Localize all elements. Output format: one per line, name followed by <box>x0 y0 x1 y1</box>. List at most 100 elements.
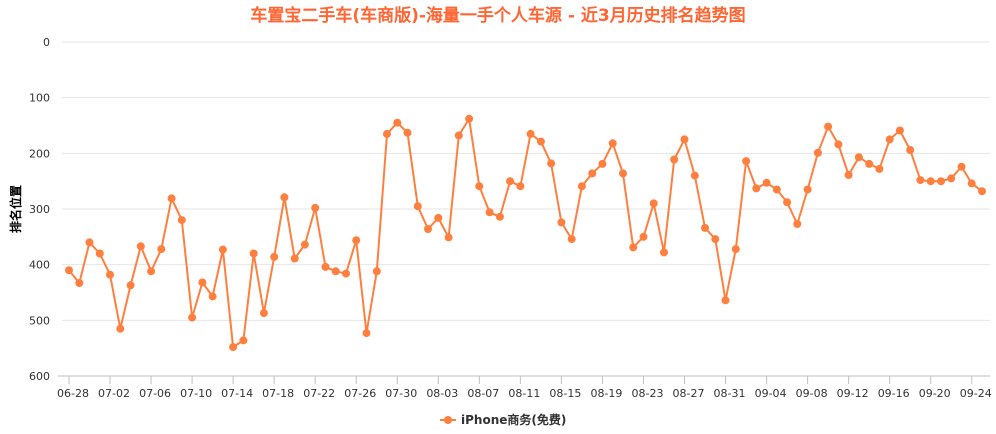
x-tick-label: 07-10 <box>180 387 212 400</box>
x-tick-label: 08-27 <box>673 387 705 400</box>
data-point[interactable] <box>157 245 166 254</box>
data-point[interactable] <box>649 199 658 208</box>
data-point[interactable] <box>619 169 627 178</box>
data-point[interactable] <box>465 114 474 123</box>
data-point[interactable] <box>629 243 638 252</box>
data-point[interactable] <box>772 185 781 194</box>
data-point[interactable] <box>721 296 730 305</box>
data-point[interactable] <box>383 129 391 138</box>
data-point[interactable] <box>249 249 258 258</box>
data-point[interactable] <box>567 235 576 244</box>
data-point[interactable] <box>106 270 114 279</box>
data-point[interactable] <box>239 336 248 345</box>
data-point[interactable] <box>495 212 504 221</box>
data-point[interactable] <box>577 182 586 191</box>
data-point[interactable] <box>557 218 566 227</box>
data-point[interactable] <box>865 159 874 168</box>
data-point[interactable] <box>660 248 668 257</box>
data-point[interactable] <box>475 182 484 191</box>
data-point[interactable] <box>516 182 525 191</box>
x-tick-label: 06-28 <box>57 387 89 400</box>
data-point[interactable] <box>444 233 453 242</box>
data-point[interactable] <box>177 216 186 225</box>
legend[interactable]: iPhone商务(免费) <box>440 412 566 427</box>
data-point[interactable] <box>136 242 145 251</box>
data-point[interactable] <box>290 254 299 263</box>
data-point[interactable] <box>670 155 679 164</box>
data-point[interactable] <box>680 135 689 144</box>
data-point[interactable] <box>372 267 381 276</box>
data-point[interactable] <box>218 245 227 254</box>
y-tick-label: 200 <box>29 147 50 160</box>
data-point[interactable] <box>906 146 915 154</box>
data-point[interactable] <box>342 269 350 278</box>
x-tick-label: 08-15 <box>549 387 581 400</box>
data-point[interactable] <box>885 135 894 144</box>
data-point[interactable] <box>639 232 648 241</box>
data-point[interactable] <box>126 281 135 290</box>
legend-marker-icon <box>444 416 452 424</box>
data-point[interactable] <box>895 126 904 135</box>
data-point[interactable] <box>116 324 125 333</box>
data-point[interactable] <box>947 174 956 183</box>
data-point[interactable] <box>608 139 617 148</box>
data-point[interactable] <box>834 140 843 149</box>
data-point[interactable] <box>916 176 925 185</box>
data-point[interactable] <box>280 193 289 202</box>
data-point[interactable] <box>783 198 792 207</box>
data-point[interactable] <box>742 157 751 166</box>
data-point[interactable] <box>403 128 412 137</box>
data-point[interactable] <box>362 329 371 338</box>
data-point[interactable] <box>506 177 515 186</box>
data-point[interactable] <box>844 171 853 179</box>
data-point[interactable] <box>526 129 535 138</box>
data-point[interactable] <box>424 225 432 233</box>
data-point[interactable] <box>311 203 320 212</box>
data-point[interactable] <box>752 184 761 193</box>
data-point[interactable] <box>547 159 556 168</box>
data-point[interactable] <box>413 202 422 211</box>
data-point[interactable] <box>65 266 73 275</box>
data-point[interactable] <box>393 118 402 127</box>
data-point[interactable] <box>711 235 720 244</box>
data-point[interactable] <box>259 309 268 318</box>
data-point[interactable] <box>485 208 494 217</box>
data-point[interactable] <box>937 177 945 186</box>
data-point[interactable] <box>85 238 94 247</box>
data-point[interactable] <box>731 245 740 254</box>
data-point[interactable] <box>198 278 207 287</box>
data-point[interactable] <box>95 249 104 258</box>
data-point[interactable] <box>536 137 545 146</box>
data-point[interactable] <box>598 159 607 168</box>
data-point[interactable] <box>352 236 361 245</box>
data-point[interactable] <box>434 213 443 222</box>
data-point[interactable] <box>208 292 217 301</box>
data-point[interactable] <box>454 131 463 140</box>
data-point[interactable] <box>229 343 238 352</box>
data-point[interactable] <box>762 178 771 187</box>
data-point[interactable] <box>321 262 330 271</box>
data-point[interactable] <box>978 187 986 196</box>
data-point[interactable] <box>588 169 597 178</box>
data-point[interactable] <box>854 153 863 162</box>
data-point[interactable] <box>701 223 709 232</box>
data-point[interactable] <box>967 179 976 188</box>
data-point[interactable] <box>926 177 935 186</box>
data-point[interactable] <box>875 164 884 173</box>
data-point[interactable] <box>690 171 699 180</box>
data-point[interactable] <box>270 252 279 261</box>
data-point[interactable] <box>167 194 176 203</box>
data-point[interactable] <box>147 267 156 276</box>
data-point[interactable] <box>331 267 340 276</box>
data-point[interactable] <box>75 279 84 287</box>
data-point[interactable] <box>803 185 812 194</box>
x-tick-label: 07-02 <box>98 387 130 400</box>
y-tick-label: 0 <box>43 36 50 49</box>
data-point[interactable] <box>793 220 802 228</box>
data-point[interactable] <box>300 240 309 249</box>
data-point[interactable] <box>188 313 197 322</box>
data-point[interactable] <box>813 148 822 157</box>
data-point[interactable] <box>824 122 833 131</box>
data-point[interactable] <box>957 162 966 171</box>
